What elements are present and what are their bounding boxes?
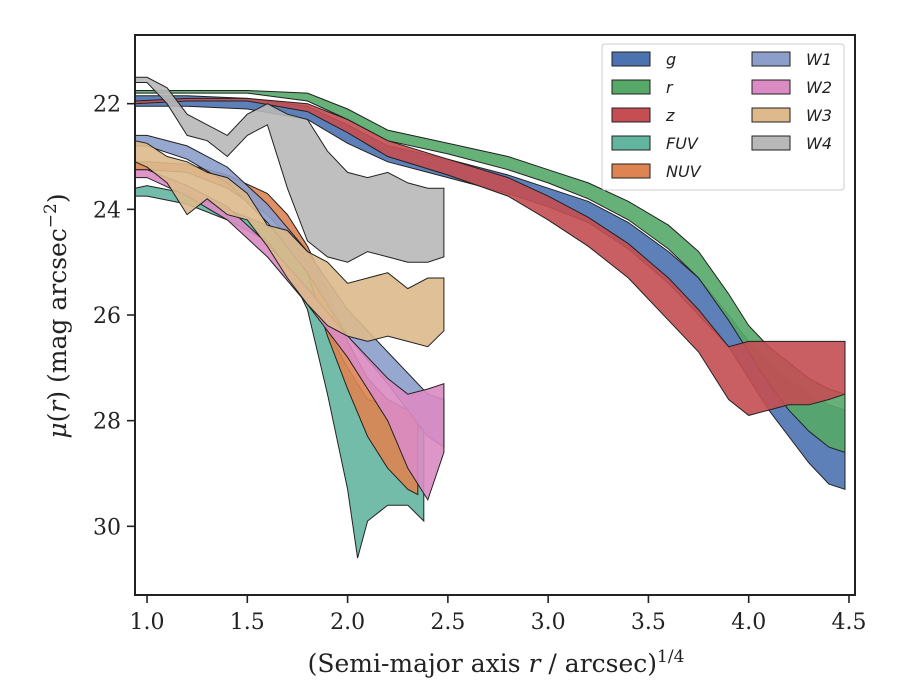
x-tick-label: 3.5 <box>631 610 666 635</box>
y-axis-label: μ(r) (mag arcsec−2) <box>41 193 72 438</box>
y-axis: 22 24 26 28 30 <box>93 93 135 540</box>
legend-label-w2: W2 <box>806 78 832 97</box>
legend-swatch-w1 <box>751 51 791 67</box>
series-layer <box>134 76 846 559</box>
x-tick-label: 1.0 <box>130 610 165 635</box>
band-w3 <box>134 140 445 348</box>
x-tick-label: 2.0 <box>330 610 365 635</box>
y-tick-label: 22 <box>93 93 121 118</box>
band-w2 <box>134 169 445 502</box>
band-z <box>134 97 846 416</box>
legend-label-z: z <box>665 106 675 125</box>
legend-swatch-w2 <box>751 79 791 95</box>
legend-swatch-nuv <box>611 163 651 179</box>
legend-label-r: r <box>666 78 674 97</box>
band-r <box>134 90 846 454</box>
y-tick-label: 30 <box>93 515 121 540</box>
y-tick-label: 28 <box>93 410 121 435</box>
legend-swatch-fuv <box>611 135 651 151</box>
y-tick-label: 24 <box>93 198 121 223</box>
x-tick-label: 1.5 <box>230 610 265 635</box>
x-tick-label: 2.5 <box>430 610 465 635</box>
y-tick-label: 26 <box>93 304 121 329</box>
x-tick-label: 4.0 <box>731 610 766 635</box>
legend-label-g: g <box>666 50 676 69</box>
x-axis-label: (Semi-major axis r / arcsec)1/4 <box>308 647 685 678</box>
legend-swatch-w3 <box>751 107 791 123</box>
legend-label-fuv: FUV <box>666 134 699 153</box>
band-w4 <box>134 76 445 263</box>
x-axis: 1.0 1.5 2.0 2.5 3.0 3.5 4.0 4.5 <box>130 595 866 635</box>
legend-swatch-g <box>611 51 651 67</box>
legend-swatch-z <box>611 107 651 123</box>
legend: grz FUV NUV W1 W2 W3 W4 <box>601 43 845 191</box>
legend-swatch-r <box>611 79 651 95</box>
legend-label-w4: W4 <box>806 134 832 153</box>
x-tick-label: 3.0 <box>531 610 566 635</box>
x-tick-label: 4.5 <box>831 610 866 635</box>
legend-label-w1: W1 <box>806 50 832 69</box>
legend-label-nuv: NUV <box>666 162 702 181</box>
legend-label-w3: W3 <box>806 106 832 125</box>
legend-swatch-w4 <box>751 135 791 151</box>
